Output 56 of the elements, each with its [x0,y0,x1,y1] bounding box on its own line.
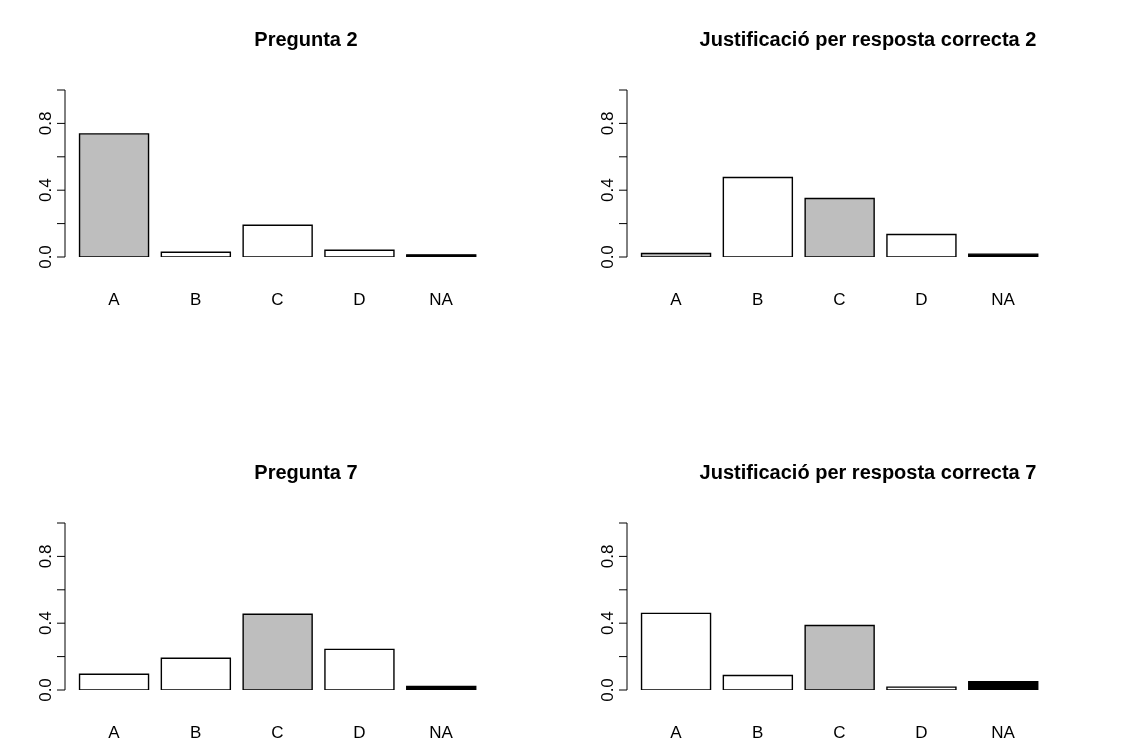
x-tick-label: D [353,723,366,738]
x-tick-label: D [915,723,928,738]
y-tick-label: 0.0 [36,678,55,702]
bar [324,648,395,690]
chart-title: Justificació per resposta correcta 7 [698,459,1038,485]
y-tick-label: 0.0 [36,245,55,269]
bar [78,673,150,690]
bar [804,197,875,257]
x-tick-label: NA [991,290,1016,310]
y-tick-label: 0.0 [598,245,617,269]
x-tick-label: B [752,290,764,310]
chart-title: Pregunta 7 [253,459,359,485]
x-tick-label: NA [429,723,454,738]
x-tick-label: B [190,290,202,310]
bar [160,251,232,257]
x-tick-label: B [190,723,202,738]
bar [804,624,875,690]
bar [886,686,957,690]
y-tick-label: 0.8 [36,544,55,569]
x-tick-label: A [670,290,683,310]
bar [722,176,794,257]
bar [242,224,313,257]
bar [886,233,957,257]
y-tick-label: 0.8 [36,111,55,136]
bar [640,252,712,257]
chart-title: Justificació per resposta correcta 2 [698,26,1038,52]
bar [78,133,150,257]
x-tick-label: NA [429,290,454,310]
y-tick-label: 0.4 [598,178,617,203]
x-tick-label: A [108,723,121,738]
x-tick-label: B [752,723,764,738]
x-tick-label: C [833,290,846,310]
x-tick-label: C [271,723,284,738]
bar [406,685,477,690]
bar [324,249,395,257]
x-tick-label: A [670,723,683,738]
y-tick-label: 0.8 [598,111,617,136]
y-tick-label: 0.4 [36,178,55,203]
x-tick-label: C [833,723,846,738]
y-tick-label: 0.4 [598,611,617,636]
x-tick-label: D [915,290,928,310]
bar [242,613,313,690]
bar [640,612,712,690]
bar [722,674,794,690]
bar [968,681,1039,690]
y-tick-label: 0.0 [598,678,617,702]
y-tick-label: 0.8 [598,544,617,569]
bar [160,657,232,690]
x-tick-label: C [271,290,284,310]
bar [406,254,477,257]
x-tick-label: D [353,290,366,310]
x-tick-label: NA [991,723,1016,738]
x-tick-label: A [108,290,121,310]
bar [968,253,1039,257]
y-tick-label: 0.4 [36,611,55,636]
chart-title: Pregunta 2 [253,26,359,52]
